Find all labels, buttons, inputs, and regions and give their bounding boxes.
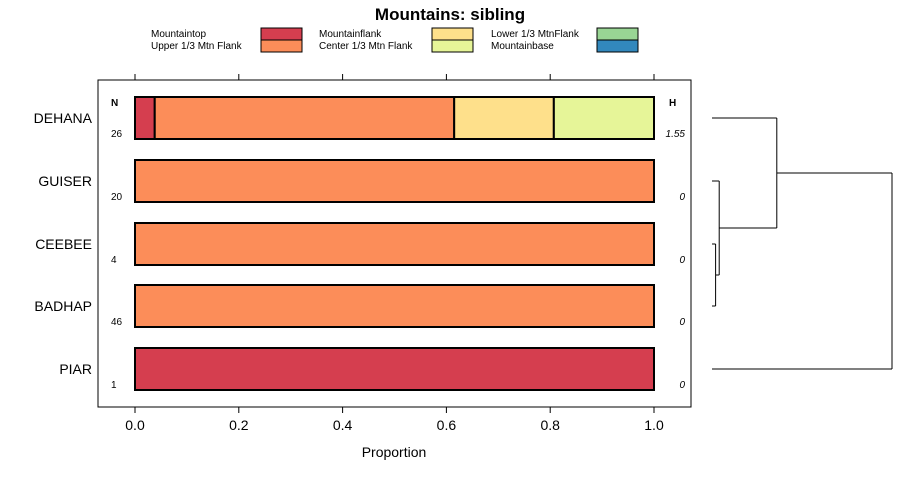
x-tick-label: 0.0 [125,417,145,433]
bar-segment [552,96,656,140]
category-label: GUISER [38,173,92,189]
bar-segment [134,222,655,266]
h-header: H [669,98,676,109]
bar-segment [153,96,456,140]
legend-swatch [260,39,303,53]
legend-label: Lower 1/3 MtnFlank [491,29,580,40]
bars [134,96,656,391]
h-value: 0 [679,380,685,391]
category-label: PIAR [59,361,92,377]
legend-label: Mountaintop [151,29,206,40]
x-tick-label: 1.0 [644,417,664,433]
x-tick-label: 0.4 [333,417,353,433]
legend-label: Mountainflank [319,29,382,40]
n-header: N [111,98,118,109]
category-label: CEEBEE [35,236,92,252]
bar-segment [134,96,156,140]
h-value: 1.55 [666,129,686,140]
n-value: 4 [111,255,117,266]
x-tick-label: 0.6 [437,417,457,433]
n-value: 46 [111,317,123,328]
bar-segment [134,284,655,328]
chart-title: Mountains: sibling [375,5,525,24]
legend-label: Mountainbase [491,41,554,52]
category-label: DEHANA [34,110,93,126]
legend-label: Upper 1/3 Mtn Flank [151,41,243,52]
legend-label: Center 1/3 Mtn Flank [319,41,413,52]
h-value: 0 [679,192,685,203]
h-value: 0 [679,317,685,328]
n-value: 26 [111,129,123,140]
n-value: 1 [111,380,117,391]
bar-segment [134,159,655,203]
category-labels: DEHANA 26 1.55 GUISER 20 0 CEEBEE 4 0 BADHAP 46 0 PI… [34,110,686,391]
top-axis-ticks [134,74,655,80]
x-axis: 0.0 0.2 0.4 0.6 0.8 1.0 [125,407,664,433]
legend-swatch [260,27,303,41]
plot-frame [97,79,692,408]
x-tick-label: 0.8 [540,417,560,433]
x-axis-title: Proportion [362,444,427,460]
dendrogram [712,117,893,370]
category-label: BADHAP [34,298,92,314]
bar-segment [134,347,655,391]
legend-swatch [431,27,474,41]
legend-swatch [596,27,639,41]
bar-segment [453,96,555,140]
legend-swatch [596,39,639,53]
x-tick-label: 0.2 [229,417,249,433]
n-value: 20 [111,192,123,203]
legend-swatch [431,39,474,53]
h-value: 0 [679,255,685,266]
